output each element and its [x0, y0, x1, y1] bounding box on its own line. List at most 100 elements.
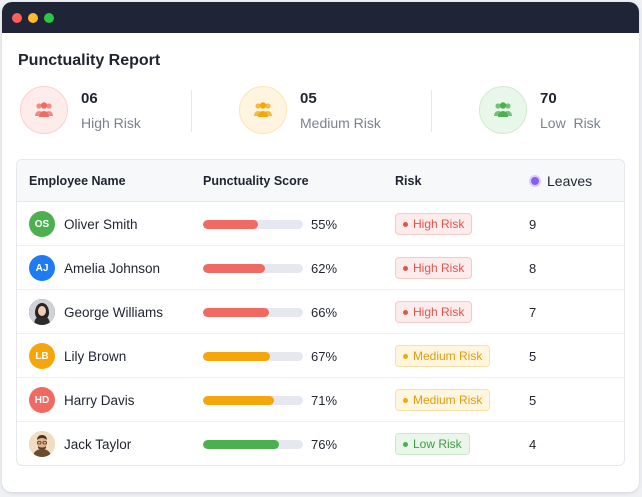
- employee-cell: LB Lily Brown: [29, 334, 126, 378]
- risk-label: High Risk: [413, 217, 465, 231]
- risk-summary: 06 High Risk 05 Medium Risk 70 Low Risk: [2, 86, 639, 142]
- risk-cell: Medium Risk: [395, 334, 491, 378]
- score-bar-fill: [203, 263, 265, 273]
- leaves-cell: 5: [529, 378, 536, 422]
- leaves-count: 8: [529, 260, 537, 276]
- employee-cell: AJ Amelia Johnson: [29, 246, 160, 290]
- score-percent: 55%: [311, 216, 338, 232]
- employee-cell: HD Harry Davis: [29, 378, 135, 422]
- employee-cell: George Williams: [29, 290, 163, 334]
- table-row[interactable]: George Williams 66% High Risk 7: [17, 290, 624, 334]
- risk-badge: High Risk: [395, 301, 473, 323]
- employee-name[interactable]: Amelia Johnson: [64, 260, 161, 276]
- leaves-cell: 9: [529, 202, 536, 246]
- risk-cell: High Risk: [395, 290, 473, 334]
- leaves-count: 5: [529, 348, 537, 364]
- score-cell: 71%: [203, 378, 337, 422]
- summary-high-risk[interactable]: 06 High Risk: [20, 86, 141, 134]
- page-title: Punctuality Report: [18, 52, 161, 69]
- avatar[interactable]: [29, 431, 55, 457]
- summary-count: 05: [300, 89, 317, 107]
- table-row[interactable]: AJ Amelia Johnson 62% High Risk 8: [17, 246, 624, 290]
- risk-dot-icon: [403, 265, 408, 271]
- score-bar: [203, 219, 303, 229]
- summary-label: Low Risk: [540, 114, 601, 131]
- score-bar-fill: [203, 439, 279, 449]
- avatar[interactable]: HD: [29, 387, 55, 413]
- score-bar-fill: [203, 395, 274, 405]
- avatar[interactable]: LB: [29, 343, 55, 369]
- avatar-initials: AJ: [35, 262, 49, 274]
- score-percent: 62%: [311, 260, 338, 276]
- score-bar-fill: [203, 307, 269, 317]
- title-bar: [2, 2, 639, 33]
- column-risk[interactable]: Risk: [395, 174, 422, 188]
- risk-dot-icon: [403, 397, 408, 403]
- employee-table: Employee Name Punctuality Score Risk Lea…: [16, 159, 625, 466]
- table-row[interactable]: Jack Taylor 76% Low Risk 4: [17, 422, 624, 465]
- leaves-count: 5: [529, 392, 537, 408]
- score-cell: 62%: [203, 246, 337, 290]
- summary-low-risk[interactable]: 70 Low Risk: [479, 86, 601, 134]
- score-cell: 55%: [203, 202, 337, 246]
- risk-badge: Low Risk: [395, 433, 470, 455]
- risk-dot-icon: [403, 309, 408, 315]
- maximize-dot[interactable]: [44, 12, 54, 23]
- summary-label: Medium Risk: [300, 114, 381, 131]
- close-dot[interactable]: [12, 12, 22, 23]
- employee-name[interactable]: Lily Brown: [64, 348, 127, 364]
- risk-label: High Risk: [413, 305, 465, 319]
- column-employee-name[interactable]: Employee Name: [29, 174, 126, 188]
- score-bar: [203, 395, 303, 405]
- summary-medium-risk[interactable]: 05 Medium Risk: [239, 86, 381, 134]
- summary-label: High Risk: [81, 114, 141, 131]
- table-row[interactable]: HD Harry Davis 71% Medium Risk 5: [17, 378, 624, 422]
- avatar[interactable]: AJ: [29, 255, 55, 281]
- score-percent: 67%: [311, 348, 338, 364]
- divider: [191, 90, 192, 132]
- avatar-initials: LB: [35, 350, 49, 362]
- risk-badge: Medium Risk: [395, 345, 491, 367]
- avatar[interactable]: [29, 299, 55, 325]
- users-icon: [239, 86, 287, 134]
- table-body: OS Oliver Smith 55% High Risk 9 AJ Ameli…: [17, 202, 624, 465]
- leaves-cell: 7: [529, 290, 536, 334]
- column-punctuality-score[interactable]: Punctuality Score: [203, 174, 309, 188]
- risk-dot-icon: [403, 353, 408, 359]
- risk-cell: High Risk: [395, 202, 473, 246]
- employee-name[interactable]: George Williams: [64, 304, 164, 320]
- employee-name[interactable]: Jack Taylor: [64, 436, 132, 452]
- risk-badge: Medium Risk: [395, 389, 491, 411]
- score-bar: [203, 351, 303, 361]
- summary-count: 06: [81, 89, 98, 107]
- score-cell: 66%: [203, 290, 337, 334]
- risk-dot-icon: [403, 221, 408, 227]
- avatar[interactable]: OS: [29, 211, 55, 237]
- avatar-initials: HD: [34, 394, 50, 406]
- table-row[interactable]: OS Oliver Smith 55% High Risk 9: [17, 202, 624, 246]
- table-row[interactable]: LB Lily Brown 67% Medium Risk 5: [17, 334, 624, 378]
- employee-name[interactable]: Oliver Smith: [64, 216, 138, 232]
- score-bar: [203, 307, 303, 317]
- minimize-dot[interactable]: [28, 12, 38, 23]
- column-leaves[interactable]: Leaves: [529, 160, 592, 202]
- score-cell: 67%: [203, 334, 337, 378]
- risk-label: Medium Risk: [413, 349, 483, 363]
- score-bar-fill: [203, 351, 270, 361]
- column-leaves-label: Leaves: [547, 173, 593, 189]
- employee-name[interactable]: Harry Davis: [64, 392, 135, 408]
- users-icon: [479, 86, 527, 134]
- employee-cell: OS Oliver Smith: [29, 202, 138, 246]
- summary-count: 70: [540, 89, 557, 107]
- score-bar-fill: [203, 219, 258, 229]
- risk-badge: High Risk: [395, 213, 473, 235]
- score-cell: 76%: [203, 422, 338, 465]
- risk-dot-icon: [403, 441, 408, 447]
- employee-cell: Jack Taylor: [29, 422, 132, 465]
- risk-label: Low Risk: [413, 437, 462, 451]
- report-window: Punctuality Report 06 High Risk 05 Mediu…: [2, 2, 639, 492]
- leaves-cell: 8: [529, 246, 536, 290]
- score-percent: 76%: [311, 436, 338, 452]
- score-bar: [203, 439, 303, 449]
- score-bar: [203, 263, 303, 273]
